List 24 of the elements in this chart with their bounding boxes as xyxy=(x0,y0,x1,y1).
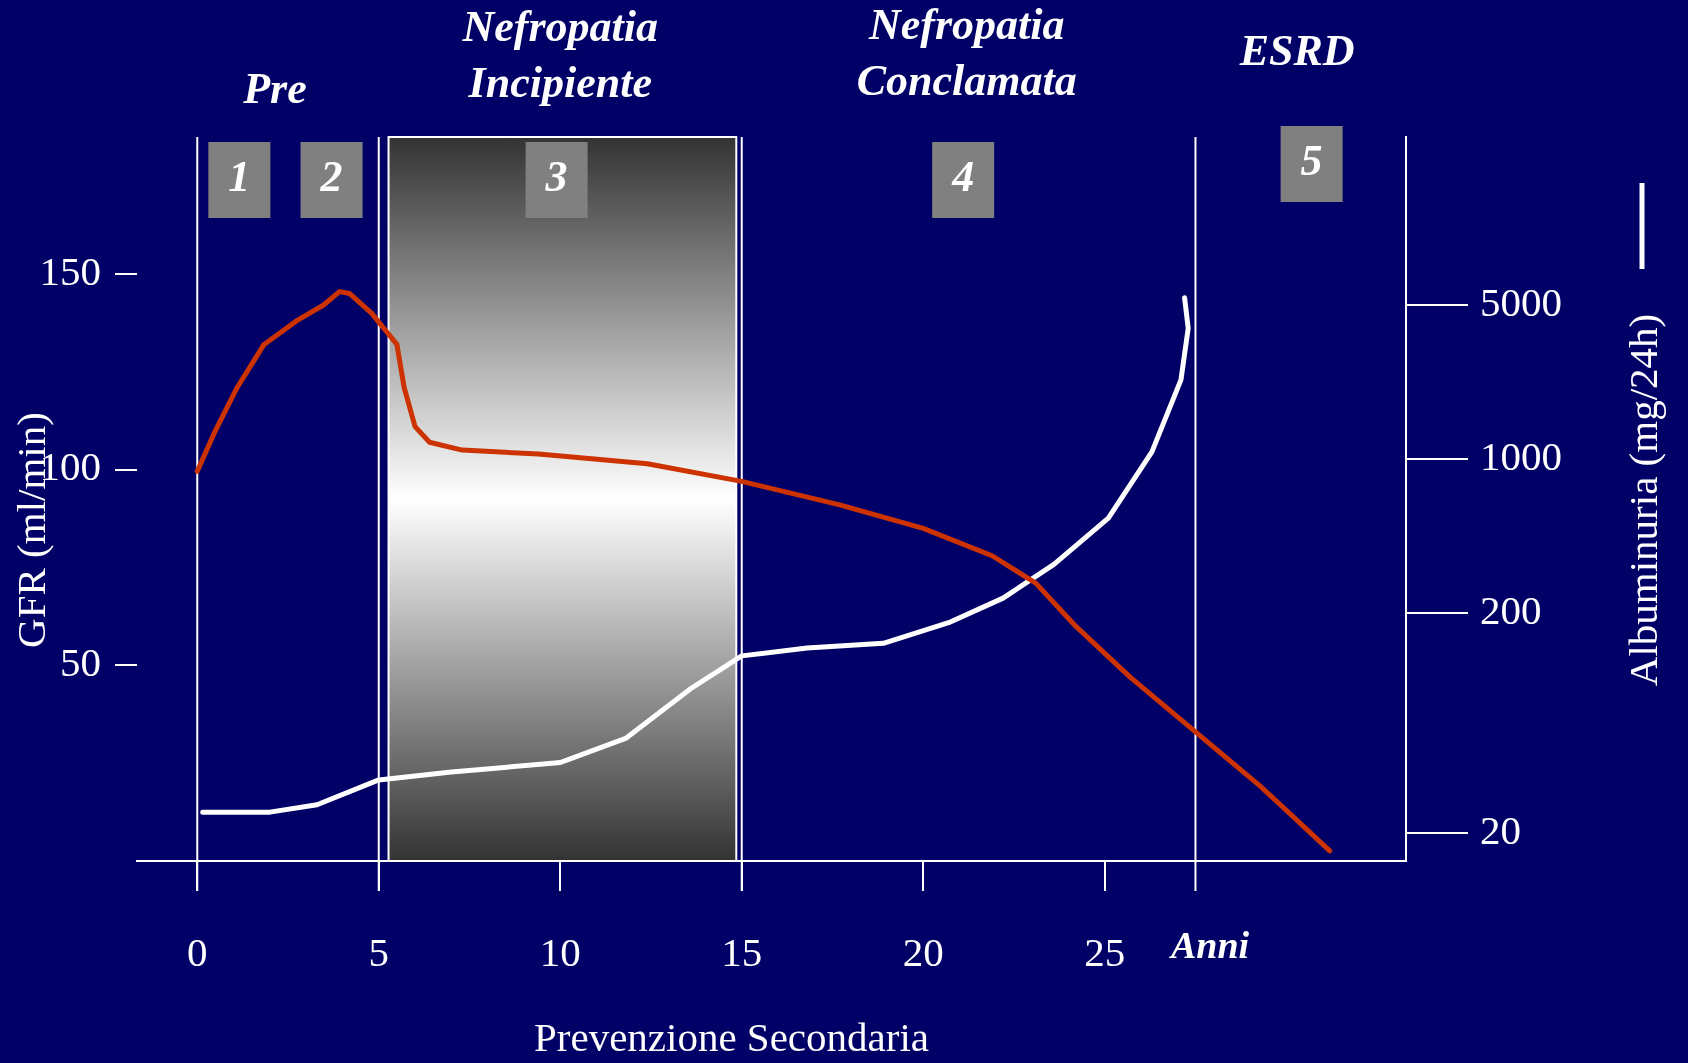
x-tick-label: 0 xyxy=(187,929,208,976)
annotation: 5 xyxy=(1300,136,1323,186)
text: Nefropatia Conclamata xyxy=(856,0,1077,106)
y2-tick-label: 1000 xyxy=(1480,432,1562,479)
annotation: 2 xyxy=(319,152,343,202)
y2-tick-label: 5000 xyxy=(1480,278,1562,325)
text: Nefropatia Incipiente xyxy=(461,2,659,108)
x-tick-label: 10 xyxy=(539,929,581,976)
x-tick-label: 5 xyxy=(368,929,389,976)
y2-tick-label: 20 xyxy=(1480,807,1521,854)
annotation: 1 xyxy=(228,152,251,202)
x-tick-label: 20 xyxy=(902,929,944,976)
x-axis-title: Anni xyxy=(1168,923,1250,966)
y-tick-label: 50 xyxy=(60,639,101,686)
annotation: 4 xyxy=(951,152,975,202)
x-tick-label: 25 xyxy=(1084,929,1126,976)
y-tick-label: 150 xyxy=(39,247,101,294)
y2-tick-label: 200 xyxy=(1480,586,1542,633)
text: Pre xyxy=(242,64,307,114)
annotation: 3 xyxy=(544,152,568,202)
text: Prevenzione Secondaria xyxy=(533,1013,930,1060)
x-tick-label: 15 xyxy=(721,929,763,976)
text: ESRD xyxy=(1238,26,1355,76)
y2-axis-title: Albuminuria (mg/24h) xyxy=(1619,313,1666,687)
